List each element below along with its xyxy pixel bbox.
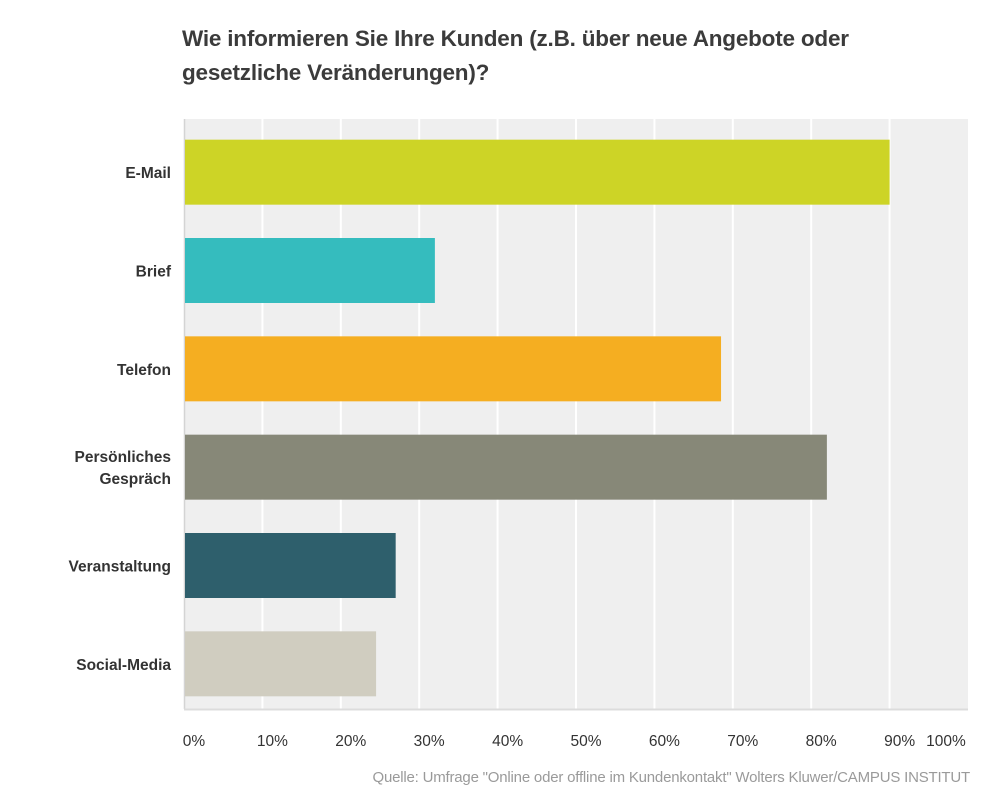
category-label: Persönliches [75, 449, 172, 466]
bars [185, 139, 890, 697]
chart-title-line-1: Wie informieren Sie Ihre Kunden (z.B. üb… [182, 26, 849, 51]
chart-title: Wie informieren Sie Ihre Kunden (z.B. üb… [182, 22, 962, 90]
bar [185, 238, 435, 303]
source-note: Quelle: Umfrage "Online oder offline im … [372, 769, 971, 786]
category-label: Telefon [117, 362, 171, 379]
bar [185, 336, 722, 402]
gridlines [261, 119, 891, 709]
x-tick-label: 50% [570, 733, 601, 750]
x-tick-label: 70% [727, 733, 758, 750]
x-tick-label: 100% [926, 733, 966, 750]
x-tick-label: 20% [335, 733, 366, 750]
chart-title-line-2: gesetzliche Veränderungen)? [182, 60, 490, 85]
x-tick-label: 60% [649, 733, 680, 750]
x-tick-label: 80% [806, 733, 837, 750]
category-labels: E-Mail Brief Telefon Persönliches Gespräch Ve… [69, 165, 172, 674]
category-label: Gespräch [99, 471, 171, 488]
category-label: Veranstaltung [69, 559, 172, 576]
bar [185, 631, 377, 697]
x-tick-label: 30% [414, 733, 445, 750]
category-label: Brief [136, 264, 172, 281]
bar [185, 533, 396, 598]
category-label: E-Mail [125, 165, 171, 182]
x-tick-label: 10% [257, 733, 288, 750]
x-tick-label: 40% [492, 733, 523, 750]
bar [185, 434, 827, 500]
x-tick-labels: 0% 10% 20% 30% 40% 50% 60% 70% 80% 90% 100% [183, 733, 966, 750]
x-tick-label: 0% [183, 733, 206, 750]
bar [185, 139, 890, 205]
category-label: Social-Media [76, 657, 171, 674]
x-tick-label: 90% [884, 733, 915, 750]
